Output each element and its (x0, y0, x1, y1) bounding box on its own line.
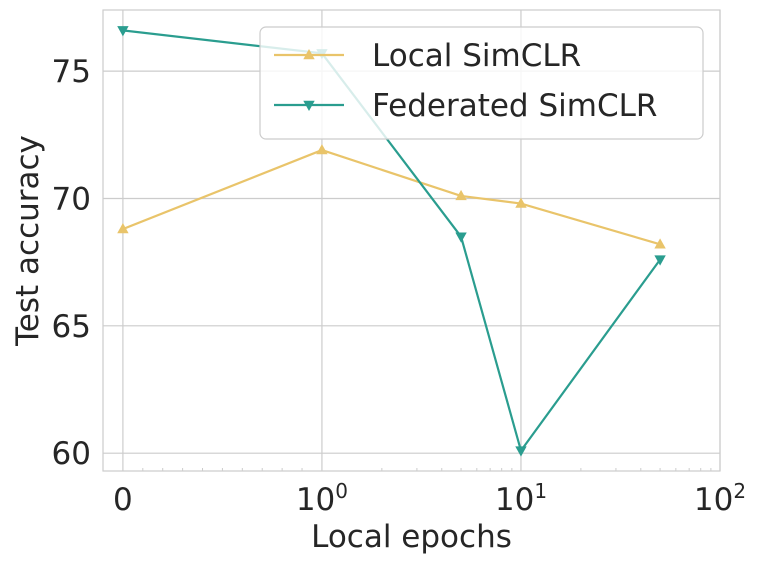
legend-item: Local SimCLR (274, 38, 581, 74)
y-axis-title: Test accuracy (10, 135, 46, 347)
series-layer (117, 26, 666, 457)
series-1 (117, 144, 666, 249)
legend-marker (303, 100, 315, 111)
data-point (117, 26, 129, 37)
data-point (117, 223, 129, 234)
legend-marker (303, 49, 315, 60)
legend-box (259, 26, 704, 140)
x-tick-labels: 0 100 101 102 (113, 479, 746, 518)
series-line (122, 148, 661, 246)
x-axis-title: Local epochs (311, 519, 512, 555)
legend: Local SimCLR Federated SimCLR (259, 26, 704, 140)
data-point (654, 255, 666, 266)
data-point (316, 144, 328, 155)
legend-item: Federated SimCLR (274, 88, 657, 124)
legend-label: Federated SimCLR (372, 88, 657, 124)
y-tick-label: 60 (52, 436, 91, 472)
data-point (455, 189, 467, 201)
data-point (455, 232, 467, 243)
x-tick-label: 101 (495, 479, 547, 518)
data-point (515, 446, 527, 457)
data-point (654, 238, 666, 249)
y-tick-label: 65 (52, 309, 91, 345)
y-tick-label: 75 (52, 54, 91, 90)
data-point (515, 197, 527, 208)
y-tick-labels: 60 65 70 75 (52, 54, 91, 472)
plot-frame (102, 9, 721, 472)
x-tick-label: 0 (113, 482, 133, 518)
x-tick-label: 100 (296, 479, 348, 518)
legend-label: Local SimCLR (372, 38, 581, 74)
x-tick-label: 102 (694, 479, 746, 518)
y-tick-label: 70 (52, 181, 91, 217)
